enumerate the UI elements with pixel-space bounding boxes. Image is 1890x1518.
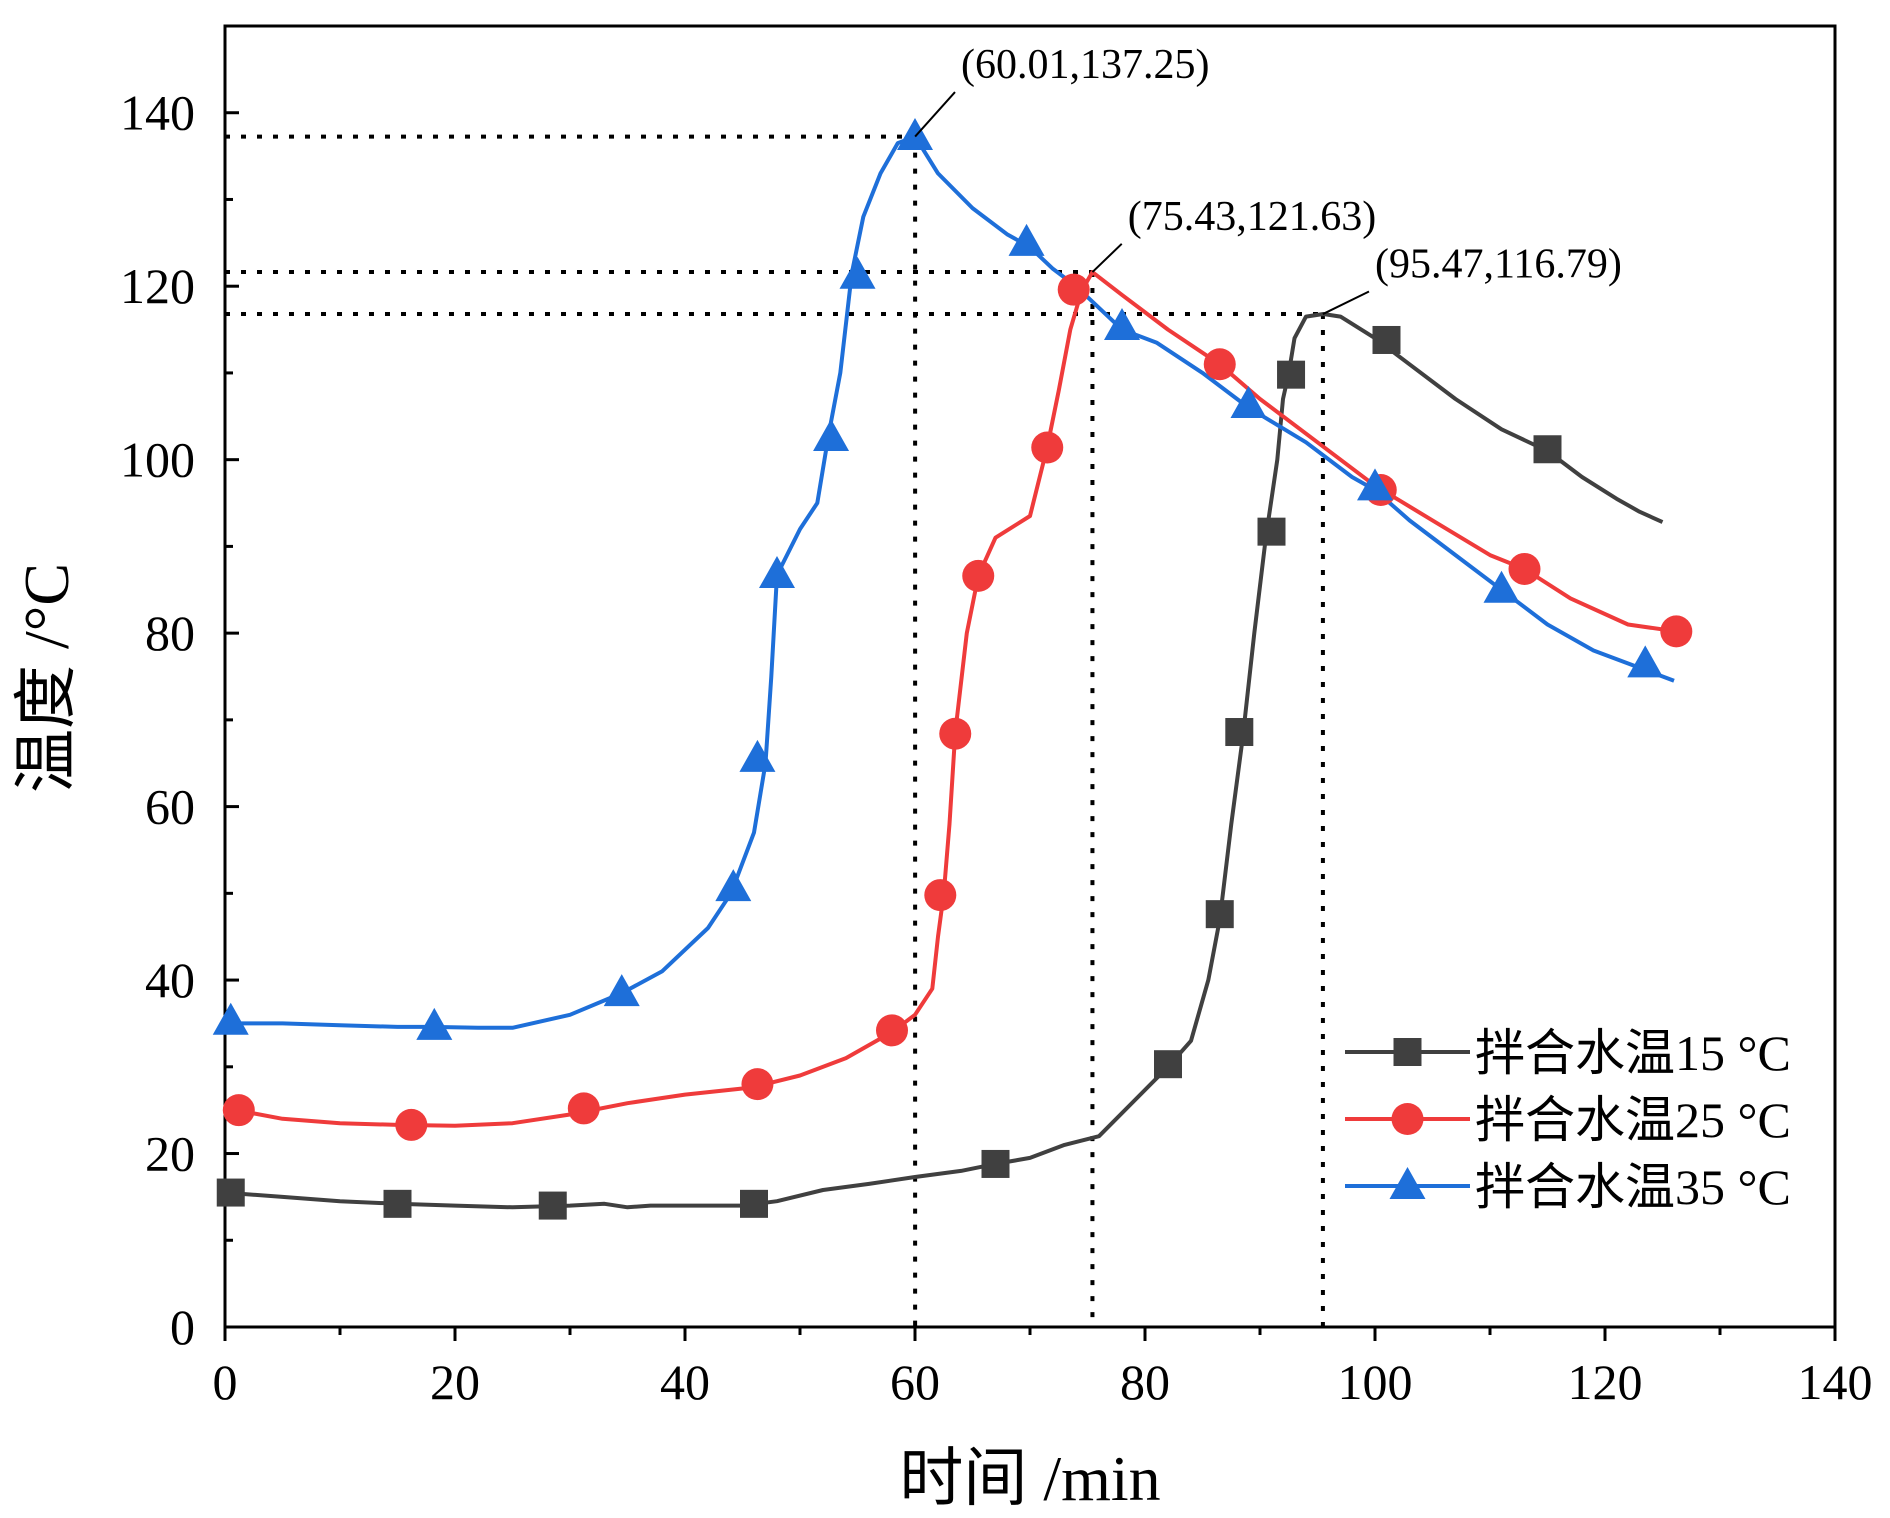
y-tick-label: 0	[170, 1299, 195, 1355]
data-point	[1627, 645, 1664, 678]
x-tick-label: 140	[1798, 1354, 1873, 1410]
y-tick-label: 20	[145, 1126, 195, 1182]
data-point	[1154, 1050, 1182, 1079]
legend-marker	[1393, 1038, 1422, 1066]
data-point	[1203, 348, 1236, 381]
data-point	[1660, 615, 1693, 648]
annotation-label: (75.43,121.63)	[1128, 194, 1376, 240]
series-line	[236, 270, 1677, 1128]
data-point	[741, 1068, 774, 1101]
x-tick-label: 100	[1338, 1354, 1413, 1410]
annotation-leader	[914, 91, 956, 138]
data-point	[876, 1014, 908, 1047]
y-tick-label: 120	[120, 258, 195, 314]
data-point	[1357, 468, 1393, 501]
annotation-leader	[1091, 243, 1123, 273]
data-point	[603, 974, 640, 1007]
data-point	[759, 556, 795, 589]
axis-ticks: 0 20 40 60 80 100 120 140 0 20 40 60 80 100 120 140	[120, 85, 1873, 1410]
x-tick-label: 40	[660, 1354, 710, 1410]
data-point	[715, 869, 752, 902]
legend-marker	[1389, 1167, 1426, 1199]
legend-label: 拌合水温15 °C	[1475, 1025, 1791, 1081]
data-point	[1257, 517, 1286, 546]
data-point	[1508, 552, 1541, 585]
y-tick-label: 100	[120, 432, 195, 488]
y-tick-label: 60	[145, 779, 195, 835]
data-point	[839, 256, 876, 289]
data-point	[1104, 307, 1140, 340]
x-axis-title: 时间 /min	[899, 1443, 1160, 1514]
data-point	[1225, 718, 1254, 747]
series-markers	[212, 118, 1693, 1220]
y-tick-label: 40	[145, 952, 195, 1008]
y-tick-label: 80	[145, 605, 195, 661]
data-point	[383, 1189, 412, 1218]
data-point	[395, 1108, 428, 1141]
data-point	[416, 1007, 453, 1040]
data-point	[813, 418, 850, 451]
data-point	[939, 717, 972, 750]
annotation-label: (95.47,116.79)	[1375, 242, 1622, 288]
data-point	[212, 1002, 249, 1035]
data-point	[739, 739, 776, 772]
data-point	[1205, 900, 1234, 929]
data-point	[1057, 273, 1090, 306]
annotation-label: (60.01,137.25)	[961, 42, 1209, 88]
x-tick-label: 20	[430, 1354, 480, 1410]
data-point	[1008, 223, 1045, 256]
annotation-leader	[1322, 290, 1370, 315]
data-point	[1230, 386, 1267, 419]
series-line	[224, 312, 1664, 1210]
data-point	[740, 1189, 768, 1218]
data-point	[1483, 570, 1520, 603]
data-point	[222, 1094, 255, 1127]
legend: 拌合水温15 °C 拌合水温25 °C 拌合水温35 °C	[1345, 1025, 1791, 1215]
data-point	[538, 1191, 567, 1220]
legend-label: 拌合水温35 °C	[1475, 1159, 1791, 1215]
data-point	[962, 559, 995, 592]
x-tick-label: 0	[213, 1354, 238, 1410]
data-point	[981, 1149, 1010, 1178]
x-tick-label: 80	[1120, 1354, 1170, 1410]
y-tick-label: 140	[120, 85, 195, 141]
peak-guide-lines	[225, 134, 1325, 1327]
data-point	[924, 879, 957, 912]
x-tick-label: 60	[890, 1354, 940, 1410]
peak-annotations: (60.01,137.25) (75.43,121.63)(95.47,116.7…	[914, 42, 1622, 315]
y-axis-title: 温度 /°C	[11, 563, 82, 793]
x-tick-label: 120	[1568, 1354, 1643, 1410]
data-point	[1277, 360, 1306, 389]
data-point	[567, 1092, 600, 1125]
data-point	[1372, 325, 1401, 354]
legend-marker	[1391, 1103, 1424, 1135]
data-point	[897, 118, 933, 151]
data-point	[1031, 431, 1064, 464]
series-lines	[224, 134, 1677, 1210]
legend-label: 拌合水温25 °C	[1475, 1092, 1791, 1148]
data-point	[216, 1178, 245, 1207]
data-point	[1533, 435, 1562, 464]
